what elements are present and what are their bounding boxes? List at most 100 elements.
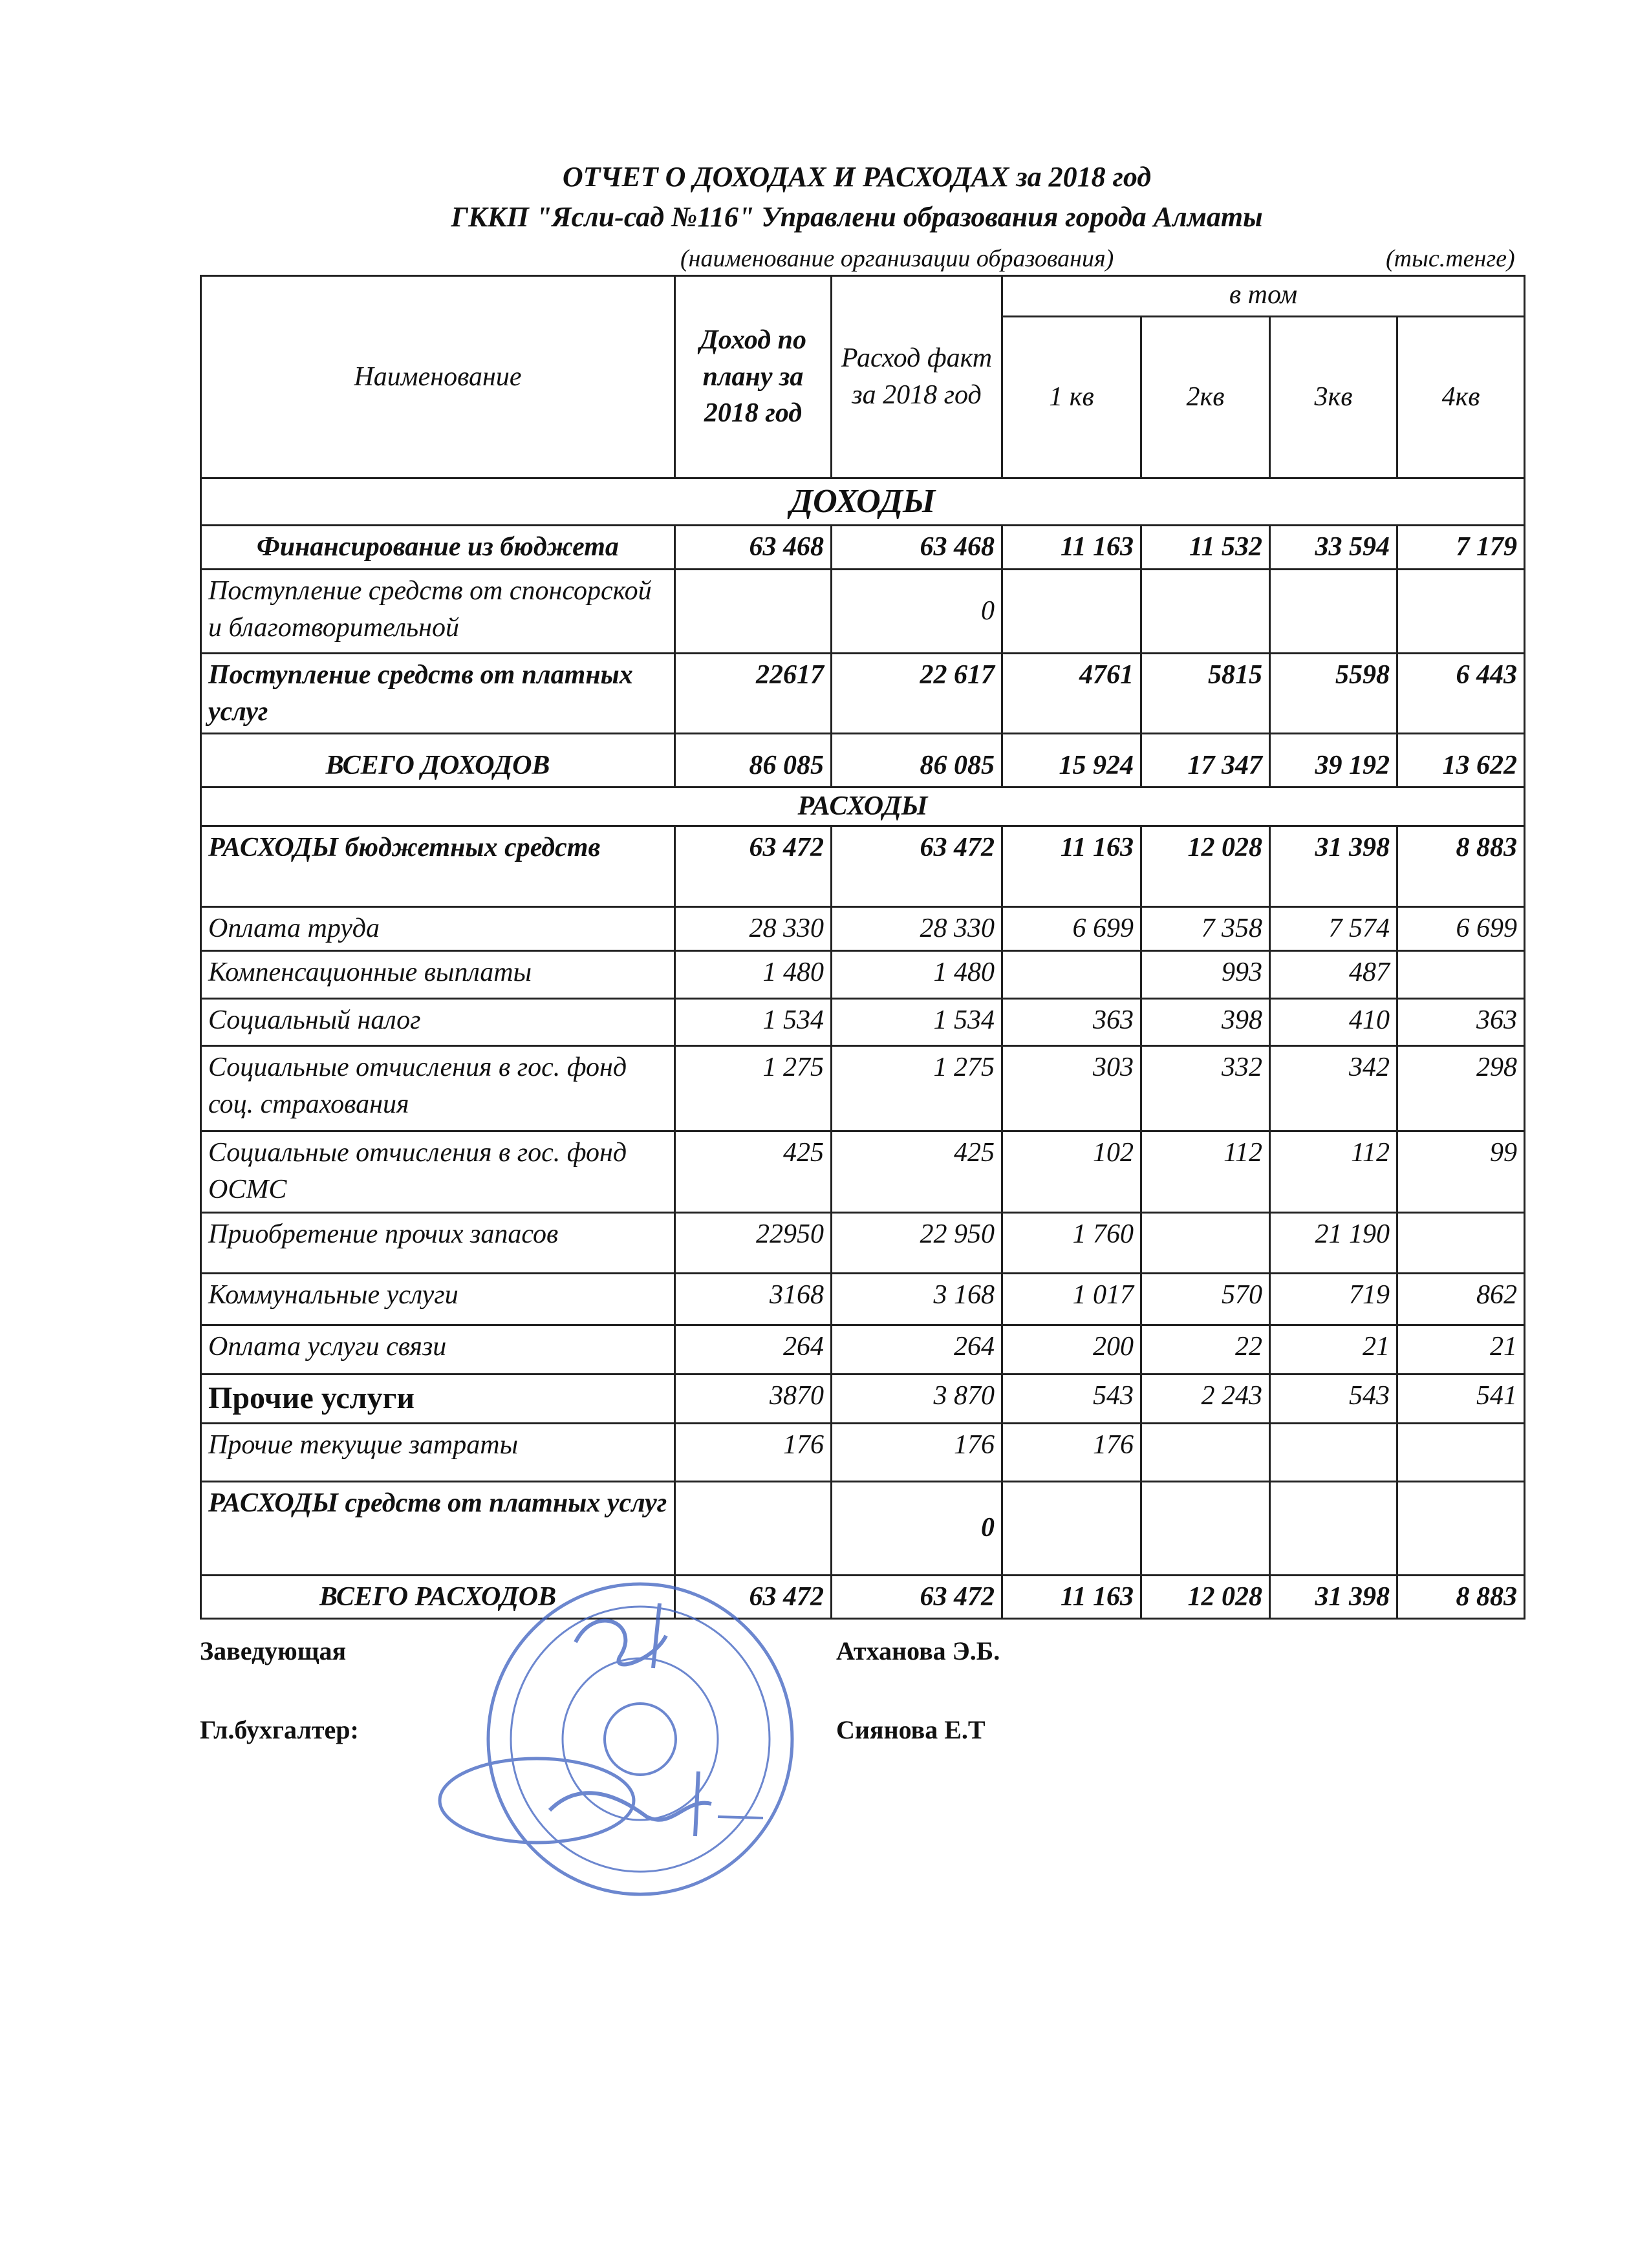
header-q2: 2кв xyxy=(1140,316,1271,479)
section-row: ДОХОДЫ xyxy=(199,476,1526,527)
cell-plan: 1 534 xyxy=(674,997,832,1047)
header-q1: 1 кв xyxy=(1001,316,1142,479)
cell-fact: 0 xyxy=(830,568,1003,654)
cell-fact: 1 480 xyxy=(830,949,1003,1000)
cell-q3: 5598 xyxy=(1269,652,1398,735)
row-name: Прочие текущие затраты xyxy=(200,1422,676,1482)
cell-fact: 1 534 xyxy=(830,997,1003,1047)
cell-plan: 176 xyxy=(674,1422,832,1482)
section-heading: РАСХОДЫ xyxy=(199,786,1526,828)
cell-q3: 31 398 xyxy=(1269,825,1398,908)
cell-q2: 12 028 xyxy=(1140,1574,1271,1620)
cell-q3 xyxy=(1269,568,1398,654)
cell-q2: 993 xyxy=(1140,949,1271,1000)
cell-fact: 0 xyxy=(830,1480,1003,1576)
row-name: Социальные отчисления в гос. фонд ОСМС xyxy=(200,1129,676,1214)
section-heading: ДОХОДЫ xyxy=(199,476,1526,527)
header-including: в том xyxy=(1000,275,1526,317)
cell-plan: 63 472 xyxy=(674,1574,832,1620)
cell-q4: 541 xyxy=(1396,1373,1526,1424)
cell-fact: 28 330 xyxy=(830,906,1003,952)
cell-q2: 570 xyxy=(1140,1272,1271,1326)
cell-q2: 17 347 xyxy=(1140,733,1271,789)
header-q4: 4кв xyxy=(1396,316,1526,479)
row-name: ВСЕГО ДОХОДОВ xyxy=(200,733,676,789)
cell-plan xyxy=(674,568,832,654)
cell-q1: 4761 xyxy=(1001,652,1142,735)
cell-q4: 8 883 xyxy=(1396,825,1526,908)
cell-q4: 6 699 xyxy=(1396,906,1526,952)
cell-q4: 298 xyxy=(1396,1044,1526,1132)
table-row: Социальный налог 1 534 1 534 363 398 410 363 xyxy=(200,997,1526,1047)
cell-q2: 7 358 xyxy=(1140,906,1271,952)
cell-q4: 21 xyxy=(1396,1323,1526,1375)
cell-q3: 21 xyxy=(1269,1323,1398,1375)
cell-q4: 7 179 xyxy=(1396,524,1526,570)
cell-fact: 63 468 xyxy=(830,524,1003,570)
cell-q3: 31 398 xyxy=(1269,1574,1398,1620)
table-row: Компенсационные выплаты 1 480 1 480 993 487 xyxy=(200,949,1526,1000)
cell-q3: 112 xyxy=(1269,1129,1398,1214)
cell-plan: 63 468 xyxy=(674,524,832,570)
cell-plan: 3168 xyxy=(674,1272,832,1326)
cell-q3: 21 190 xyxy=(1269,1211,1398,1274)
cell-fact: 63 472 xyxy=(830,825,1003,908)
table-row: ВСЕГО РАСХОДОВ 63 472 63 472 11 163 12 028 31… xyxy=(200,1574,1526,1620)
cell-q3: 719 xyxy=(1269,1272,1398,1326)
cell-q1: 1 017 xyxy=(1001,1272,1142,1326)
cell-q1: 363 xyxy=(1001,997,1142,1047)
row-name: Коммунальные услуги xyxy=(200,1272,676,1326)
cell-q1: 15 924 xyxy=(1001,733,1142,789)
head-name: Атханова Э.Б. xyxy=(836,1636,1000,1665)
cell-q2: 398 xyxy=(1140,997,1271,1047)
organization-name: ГККП "Ясли-сад №116" Управлени образован… xyxy=(451,201,1263,233)
accountant-title: Гл.бухгалтер: xyxy=(200,1715,359,1744)
cell-q4 xyxy=(1396,949,1526,1000)
row-name: Компенсационные выплаты xyxy=(200,949,676,1000)
table-row: Оплата труда 28 330 28 330 6 699 7 358 7 574 6… xyxy=(200,906,1526,952)
cell-q1: 543 xyxy=(1001,1373,1142,1424)
cell-fact: 22 950 xyxy=(830,1211,1003,1274)
cell-q1: 1 760 xyxy=(1001,1211,1142,1274)
table-row: РАСХОДЫ бюджетных средств 63 472 63 472 11 … xyxy=(200,825,1526,908)
cell-q2 xyxy=(1140,1480,1271,1576)
report-title: ОТЧЕТ О ДОХОДАХ И РАСХОДАХ за 2018 год xyxy=(562,161,1152,193)
row-name: Приобретение прочих запасов xyxy=(200,1211,676,1274)
cell-q3: 342 xyxy=(1269,1044,1398,1132)
cell-plan: 22617 xyxy=(674,652,832,735)
cell-q2: 332 xyxy=(1140,1044,1271,1132)
row-name: Социальные отчисления в гос. фонд соц. с… xyxy=(200,1044,676,1132)
cell-plan: 3870 xyxy=(674,1373,832,1424)
cell-q3: 543 xyxy=(1269,1373,1398,1424)
table-row: ВСЕГО ДОХОДОВ 86 085 86 085 15 924 17 347 39 … xyxy=(200,733,1526,789)
cell-q3: 7 574 xyxy=(1269,906,1398,952)
cell-q1 xyxy=(1001,949,1142,1000)
cell-q4: 8 883 xyxy=(1396,1574,1526,1620)
income-expense-table: Наименование Доход по плану за 2018 год … xyxy=(199,275,1526,1620)
row-name: Финансирование из бюджета xyxy=(200,524,676,570)
cell-plan: 1 480 xyxy=(674,949,832,1000)
cell-q3 xyxy=(1269,1422,1398,1482)
cell-plan: 22950 xyxy=(674,1211,832,1274)
cell-fact: 3 870 xyxy=(830,1373,1003,1424)
cell-fact: 3 168 xyxy=(830,1272,1003,1326)
cell-q1: 11 163 xyxy=(1001,1574,1142,1620)
cell-q1: 6 699 xyxy=(1001,906,1142,952)
row-name: Поступление средств от платных услуг xyxy=(200,652,676,735)
table-row: Поступление средств от платных услуг 2261… xyxy=(200,652,1526,735)
table-row: Поступление средств от спонсорской и бла… xyxy=(200,568,1526,654)
cell-q2: 11 532 xyxy=(1140,524,1271,570)
cell-q2 xyxy=(1140,1422,1271,1482)
header-name: Наименование xyxy=(200,275,676,479)
organization-caption: (наименование организации образования) xyxy=(680,245,1114,272)
table-row: Социальные отчисления в гос. фонд соц. с… xyxy=(200,1044,1526,1132)
cell-plan: 86 085 xyxy=(674,733,832,789)
cell-q4 xyxy=(1396,1422,1526,1482)
cell-q1: 200 xyxy=(1001,1323,1142,1375)
cell-q3: 410 xyxy=(1269,997,1398,1047)
cell-q1: 11 163 xyxy=(1001,825,1142,908)
cell-fact: 425 xyxy=(830,1129,1003,1214)
cell-q2: 22 xyxy=(1140,1323,1271,1375)
cell-q1 xyxy=(1001,568,1142,654)
table-row: Прочие услуги 3870 3 870 543 2 243 543 541 xyxy=(200,1373,1526,1424)
